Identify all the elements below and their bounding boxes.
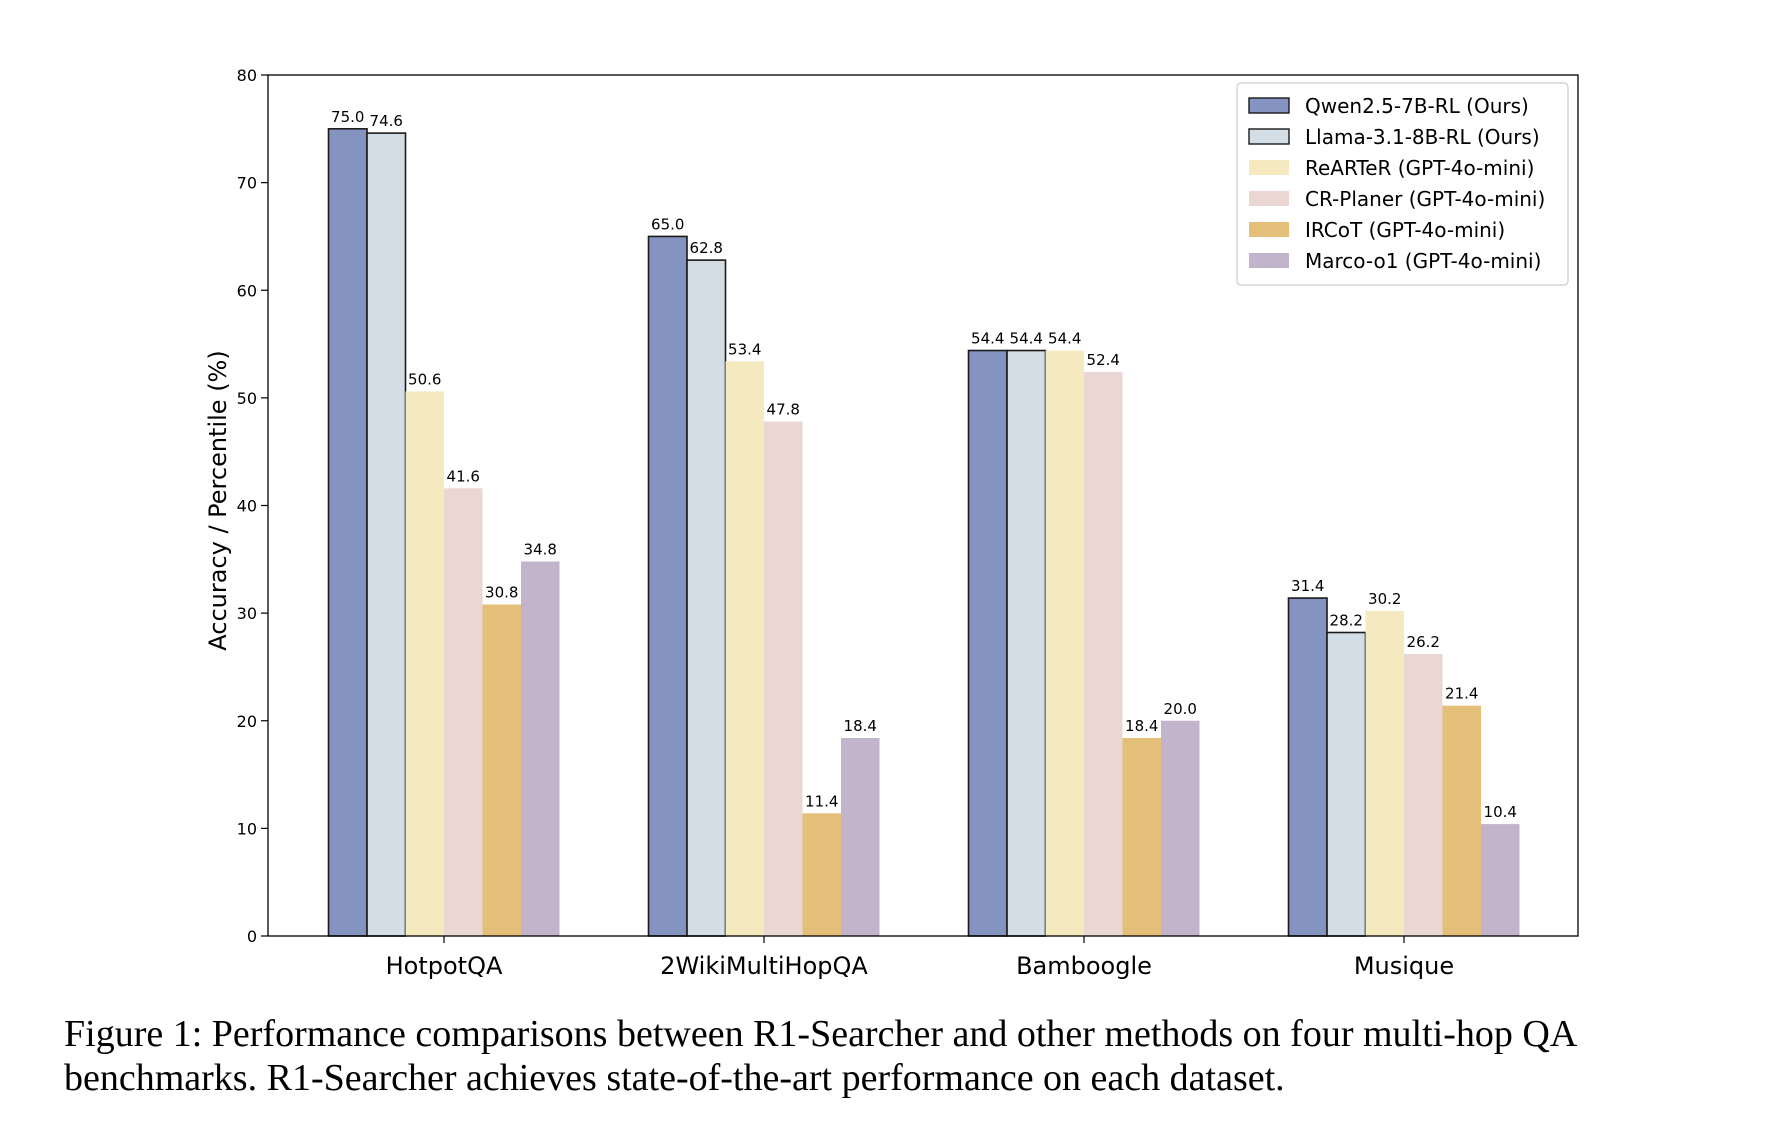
y-tick-label: 0 <box>247 927 257 946</box>
bar-value-label: 47.8 <box>767 401 800 419</box>
bar-value-label: 18.4 <box>844 717 877 735</box>
bar-value-label: 41.6 <box>447 467 480 485</box>
bar-musique-series-4 <box>1404 654 1443 936</box>
bar-value-label: 65.0 <box>651 215 684 233</box>
y-axis-label: Accuracy / Percentile (%) <box>204 350 232 650</box>
bar-value-label: 26.2 <box>1407 633 1440 651</box>
bar-hotpotqa-series-2 <box>366 132 407 937</box>
legend-swatch <box>1249 222 1289 237</box>
bar-value-label: 30.2 <box>1368 590 1401 608</box>
bar-musique-series-6 <box>1481 824 1520 936</box>
bar-value-label: 11.4 <box>805 792 838 810</box>
bar-value-label: 50.6 <box>408 370 441 388</box>
x-axis: HotpotQA 2WikiMultiHopQA Bamboogle Musique <box>386 936 1454 980</box>
bar-value-label: 54.4 <box>971 330 1004 348</box>
legend-swatch <box>1248 97 1290 114</box>
x-category-label: Bamboogle <box>1016 952 1152 980</box>
bar-musique-series-1 <box>1287 597 1328 937</box>
bar-2wikimultihopqa-series-2 <box>686 259 727 937</box>
x-category-label: HotpotQA <box>386 952 503 980</box>
bar-bamboogle-series-3 <box>1045 350 1084 936</box>
bar-value-label: 54.4 <box>1010 330 1043 348</box>
chart-container: 75.0 74.6 50.6 41.6 30.8 34.8 65.0 62.8 53.4 47.8… <box>204 66 1579 980</box>
bar-value-label: 52.4 <box>1087 351 1120 369</box>
bar-hotpotqa-series-1 <box>327 128 368 937</box>
legend-swatch <box>1249 253 1289 268</box>
y-tick-label: 40 <box>237 497 257 516</box>
bar-hotpotqa-series-3 <box>405 391 444 937</box>
legend-swatch <box>1248 128 1290 145</box>
bar-musique-series-5 <box>1442 705 1481 936</box>
bar-2wikimultihopqa-series-4 <box>764 421 803 936</box>
bar-value-label: 21.4 <box>1445 685 1478 703</box>
bar-bamboogle-series-2 <box>1006 349 1047 937</box>
bar-2wikimultihopqa-series-1 <box>647 235 688 937</box>
bar-value-label: 53.4 <box>728 340 761 358</box>
y-tick-label: 10 <box>237 819 257 838</box>
x-category-label: Musique <box>1354 952 1454 980</box>
bar-hotpotqa-series-5 <box>482 604 521 936</box>
bar-value-label: 20.0 <box>1164 700 1197 718</box>
bar-2wikimultihopqa-series-3 <box>725 361 764 937</box>
bar-value-label: 74.6 <box>370 112 403 130</box>
bar-chart: 75.0 74.6 50.6 41.6 30.8 34.8 65.0 62.8 53.4 47.8… <box>204 66 1579 980</box>
bar-value-label: 54.4 <box>1048 330 1081 348</box>
bar-value-label: 75.0 <box>331 108 364 126</box>
bar-musique-series-3 <box>1365 610 1404 936</box>
bar-2wikimultihopqa-series-5 <box>802 813 841 936</box>
bar-hotpotqa-series-6 <box>521 561 560 936</box>
y-tick-label: 50 <box>237 389 257 408</box>
bar-musique-series-2 <box>1326 631 1367 937</box>
legend-swatch <box>1249 191 1289 206</box>
y-tick-label: 20 <box>237 712 257 731</box>
y-tick-label: 70 <box>237 174 257 193</box>
legend-entry-label: Llama-3.1-8B-RL (Ours) <box>1305 125 1540 149</box>
bar-value-label: 31.4 <box>1291 577 1324 595</box>
y-tick-label: 80 <box>237 66 257 85</box>
x-category-label: 2WikiMultiHopQA <box>660 952 868 980</box>
bars-layer <box>327 128 1520 937</box>
bar-value-label: 62.8 <box>690 239 723 257</box>
legend-entry-label: IRCoT (GPT-4o-mini) <box>1305 218 1505 242</box>
y-tick-label: 60 <box>237 281 257 300</box>
legend-entry-label: CR-Planer (GPT-4o-mini) <box>1305 187 1545 211</box>
bar-2wikimultihopqa-series-6 <box>841 737 880 936</box>
figure-caption: Figure 1: Performance comparisons betwee… <box>64 1013 1576 1099</box>
legend-swatch <box>1249 160 1289 175</box>
bar-value-label: 18.4 <box>1125 717 1158 735</box>
bar-hotpotqa-series-4 <box>444 488 483 936</box>
bar-bamboogle-series-1 <box>967 349 1008 937</box>
bar-value-label: 10.4 <box>1484 803 1517 821</box>
legend-entry-label: Qwen2.5-7B-RL (Ours) <box>1305 94 1529 118</box>
bar-value-label: 28.2 <box>1330 611 1363 629</box>
bar-bamboogle-series-5 <box>1122 737 1161 936</box>
legend: Qwen2.5-7B-RL (Ours) Llama-3.1-8B-RL (Our… <box>1236 82 1569 286</box>
bar-value-label: 30.8 <box>485 584 518 602</box>
y-tick-label: 30 <box>237 604 257 623</box>
y-axis: 0 10 20 30 40 50 60 70 80 <box>237 66 268 946</box>
legend-box <box>1236 82 1569 286</box>
bar-value-label: 34.8 <box>524 540 557 558</box>
legend-entry-label: ReARTeR (GPT-4o-mini) <box>1305 156 1534 180</box>
bar-bamboogle-series-6 <box>1161 720 1200 936</box>
legend-entry-label: Marco-o1 (GPT-4o-mini) <box>1305 249 1541 273</box>
value-labels-layer: 75.0 74.6 50.6 41.6 30.8 34.8 65.0 62.8 53.4 47.8… <box>331 108 1517 821</box>
bar-bamboogle-series-4 <box>1084 372 1123 936</box>
